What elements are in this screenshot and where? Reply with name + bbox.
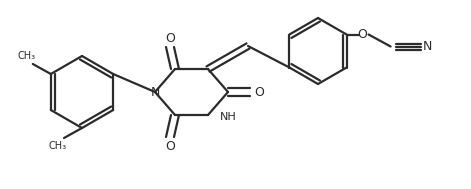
Text: O: O xyxy=(254,85,264,98)
Text: CH₃: CH₃ xyxy=(49,141,67,151)
Text: O: O xyxy=(165,139,175,153)
Text: NH: NH xyxy=(220,112,237,122)
Text: N: N xyxy=(150,85,160,98)
Text: O: O xyxy=(165,32,175,44)
Text: O: O xyxy=(357,28,367,41)
Text: CH₃: CH₃ xyxy=(18,51,36,61)
Text: N: N xyxy=(423,40,432,53)
